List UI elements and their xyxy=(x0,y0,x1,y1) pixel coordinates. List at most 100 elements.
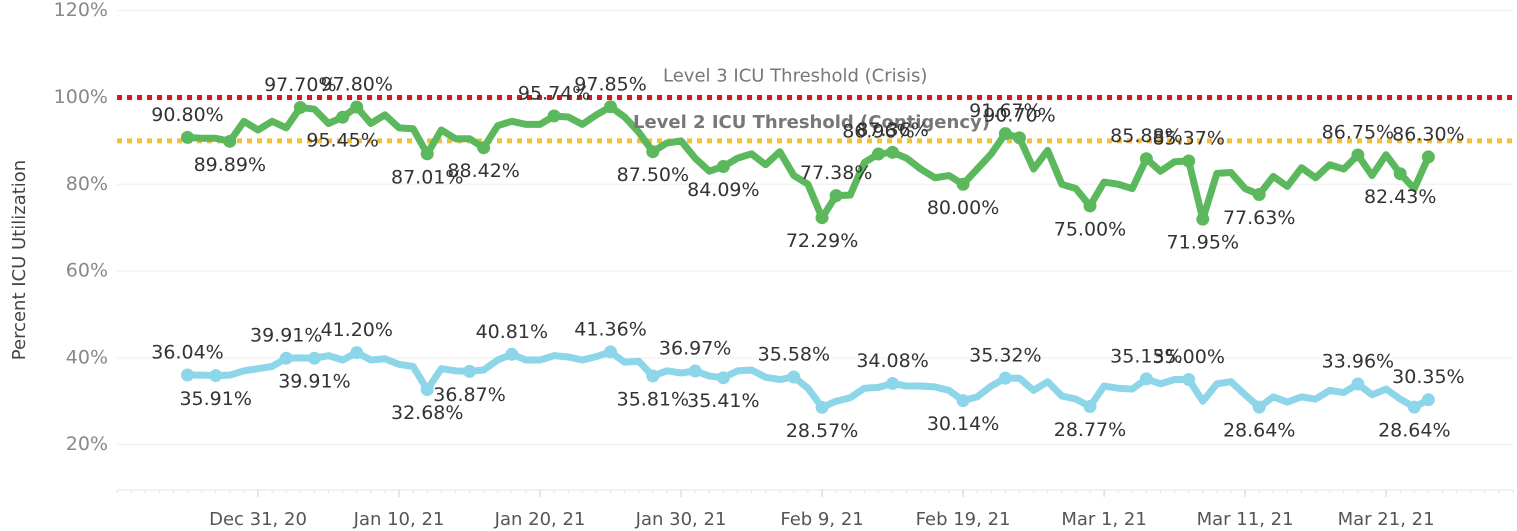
labels-layer: Level 3 ICU Threshold (Crisis) Level 2 IC… xyxy=(151,65,1464,441)
data-label: 85.37% xyxy=(1152,127,1224,149)
data-label: 80.00% xyxy=(927,197,999,219)
data-label: 85.88% xyxy=(1110,125,1182,147)
point xyxy=(604,345,618,359)
data-label: 86.96% xyxy=(842,121,914,143)
data-label: 71.95% xyxy=(1167,232,1239,254)
point xyxy=(1351,148,1365,162)
point xyxy=(716,371,730,385)
point xyxy=(1252,188,1266,202)
y-tick-label: 60% xyxy=(66,260,108,282)
point xyxy=(1351,377,1365,391)
point xyxy=(871,147,885,161)
point xyxy=(956,177,970,191)
point xyxy=(505,347,519,361)
point xyxy=(420,147,434,161)
data-label: 97.80% xyxy=(320,74,392,96)
point xyxy=(646,369,660,383)
point xyxy=(209,369,223,383)
data-label: 95.45% xyxy=(306,130,378,152)
point xyxy=(998,127,1012,141)
point xyxy=(181,130,195,144)
data-label: 77.63% xyxy=(1223,207,1295,229)
point xyxy=(181,368,195,382)
data-label: 77.38% xyxy=(800,162,872,184)
point xyxy=(336,110,350,124)
data-label: 86.30% xyxy=(1392,123,1464,145)
data-label: 28.64% xyxy=(1378,420,1450,442)
point xyxy=(420,383,434,397)
point xyxy=(1083,199,1097,213)
data-label: 41.36% xyxy=(574,318,646,340)
data-label: 28.64% xyxy=(1223,420,1295,442)
point xyxy=(1182,154,1196,168)
data-label: 41.20% xyxy=(320,319,392,341)
y-tick-label: 40% xyxy=(66,346,108,368)
data-label: 33.96% xyxy=(1322,351,1394,373)
ref-layer xyxy=(117,94,1513,144)
data-label: 36.04% xyxy=(151,342,223,364)
data-label: 35.91% xyxy=(179,388,251,410)
data-label: 95.74% xyxy=(518,82,590,104)
point xyxy=(1139,372,1153,386)
point xyxy=(547,109,561,123)
point xyxy=(688,364,702,378)
point xyxy=(716,160,730,174)
x-tick-label: Mar 1, 21 xyxy=(1061,509,1146,530)
point xyxy=(829,189,843,203)
lines-layer xyxy=(184,103,1432,411)
point xyxy=(886,145,900,159)
point xyxy=(787,370,801,384)
data-label: 39.91% xyxy=(250,325,322,347)
point xyxy=(1407,400,1421,414)
data-label: 87.36% xyxy=(856,119,928,141)
x-tick-label: Mar 21, 21 xyxy=(1338,509,1435,530)
point xyxy=(350,346,364,360)
point xyxy=(477,141,491,155)
data-label: 36.97% xyxy=(659,337,731,359)
point xyxy=(886,377,900,391)
data-label: 40.81% xyxy=(476,321,548,343)
data-label: 28.77% xyxy=(1054,419,1126,441)
x-tick-label: Dec 31, 20 xyxy=(209,509,307,530)
x-tick-label: Jan 10, 21 xyxy=(353,509,445,530)
x-tick-label: Mar 11, 21 xyxy=(1197,509,1294,530)
point xyxy=(1421,150,1435,164)
point xyxy=(1182,373,1196,387)
point xyxy=(998,371,1012,385)
data-label: 89.89% xyxy=(194,154,266,176)
data-label: 82.43% xyxy=(1364,186,1436,208)
data-label: 35.15% xyxy=(1110,345,1182,367)
point xyxy=(604,100,618,114)
data-label: 30.14% xyxy=(927,413,999,435)
data-label: 39.91% xyxy=(278,371,350,393)
point xyxy=(956,394,970,408)
point xyxy=(1421,393,1435,407)
series-line xyxy=(184,103,1432,223)
point xyxy=(293,100,307,114)
point xyxy=(1252,400,1266,414)
point xyxy=(1196,212,1210,226)
reference-label: Level 2 ICU Threshold (Contigency) xyxy=(633,112,990,133)
data-label: 32.68% xyxy=(391,402,463,424)
data-label: 86.75% xyxy=(1322,121,1394,143)
reference-label: Level 3 ICU Threshold (Crisis) xyxy=(663,65,927,86)
data-label: 87.01% xyxy=(391,166,463,188)
data-label: 28.57% xyxy=(786,420,858,442)
data-label: 36.87% xyxy=(433,384,505,406)
data-label: 91.67% xyxy=(969,100,1041,122)
data-label: 90.70% xyxy=(983,104,1055,126)
series-line xyxy=(184,348,1432,411)
data-label: 90.80% xyxy=(151,104,223,126)
point xyxy=(463,364,477,378)
point xyxy=(1083,400,1097,414)
y-axis-title: Percent ICU Utilization xyxy=(9,160,30,360)
point xyxy=(223,134,237,148)
point xyxy=(1139,152,1153,166)
point xyxy=(1012,131,1026,145)
y-tick-label: 100% xyxy=(54,86,108,108)
point xyxy=(815,400,829,414)
data-label: 88.42% xyxy=(447,160,519,182)
data-label: 34.08% xyxy=(856,350,928,372)
data-label: 35.58% xyxy=(758,344,830,366)
